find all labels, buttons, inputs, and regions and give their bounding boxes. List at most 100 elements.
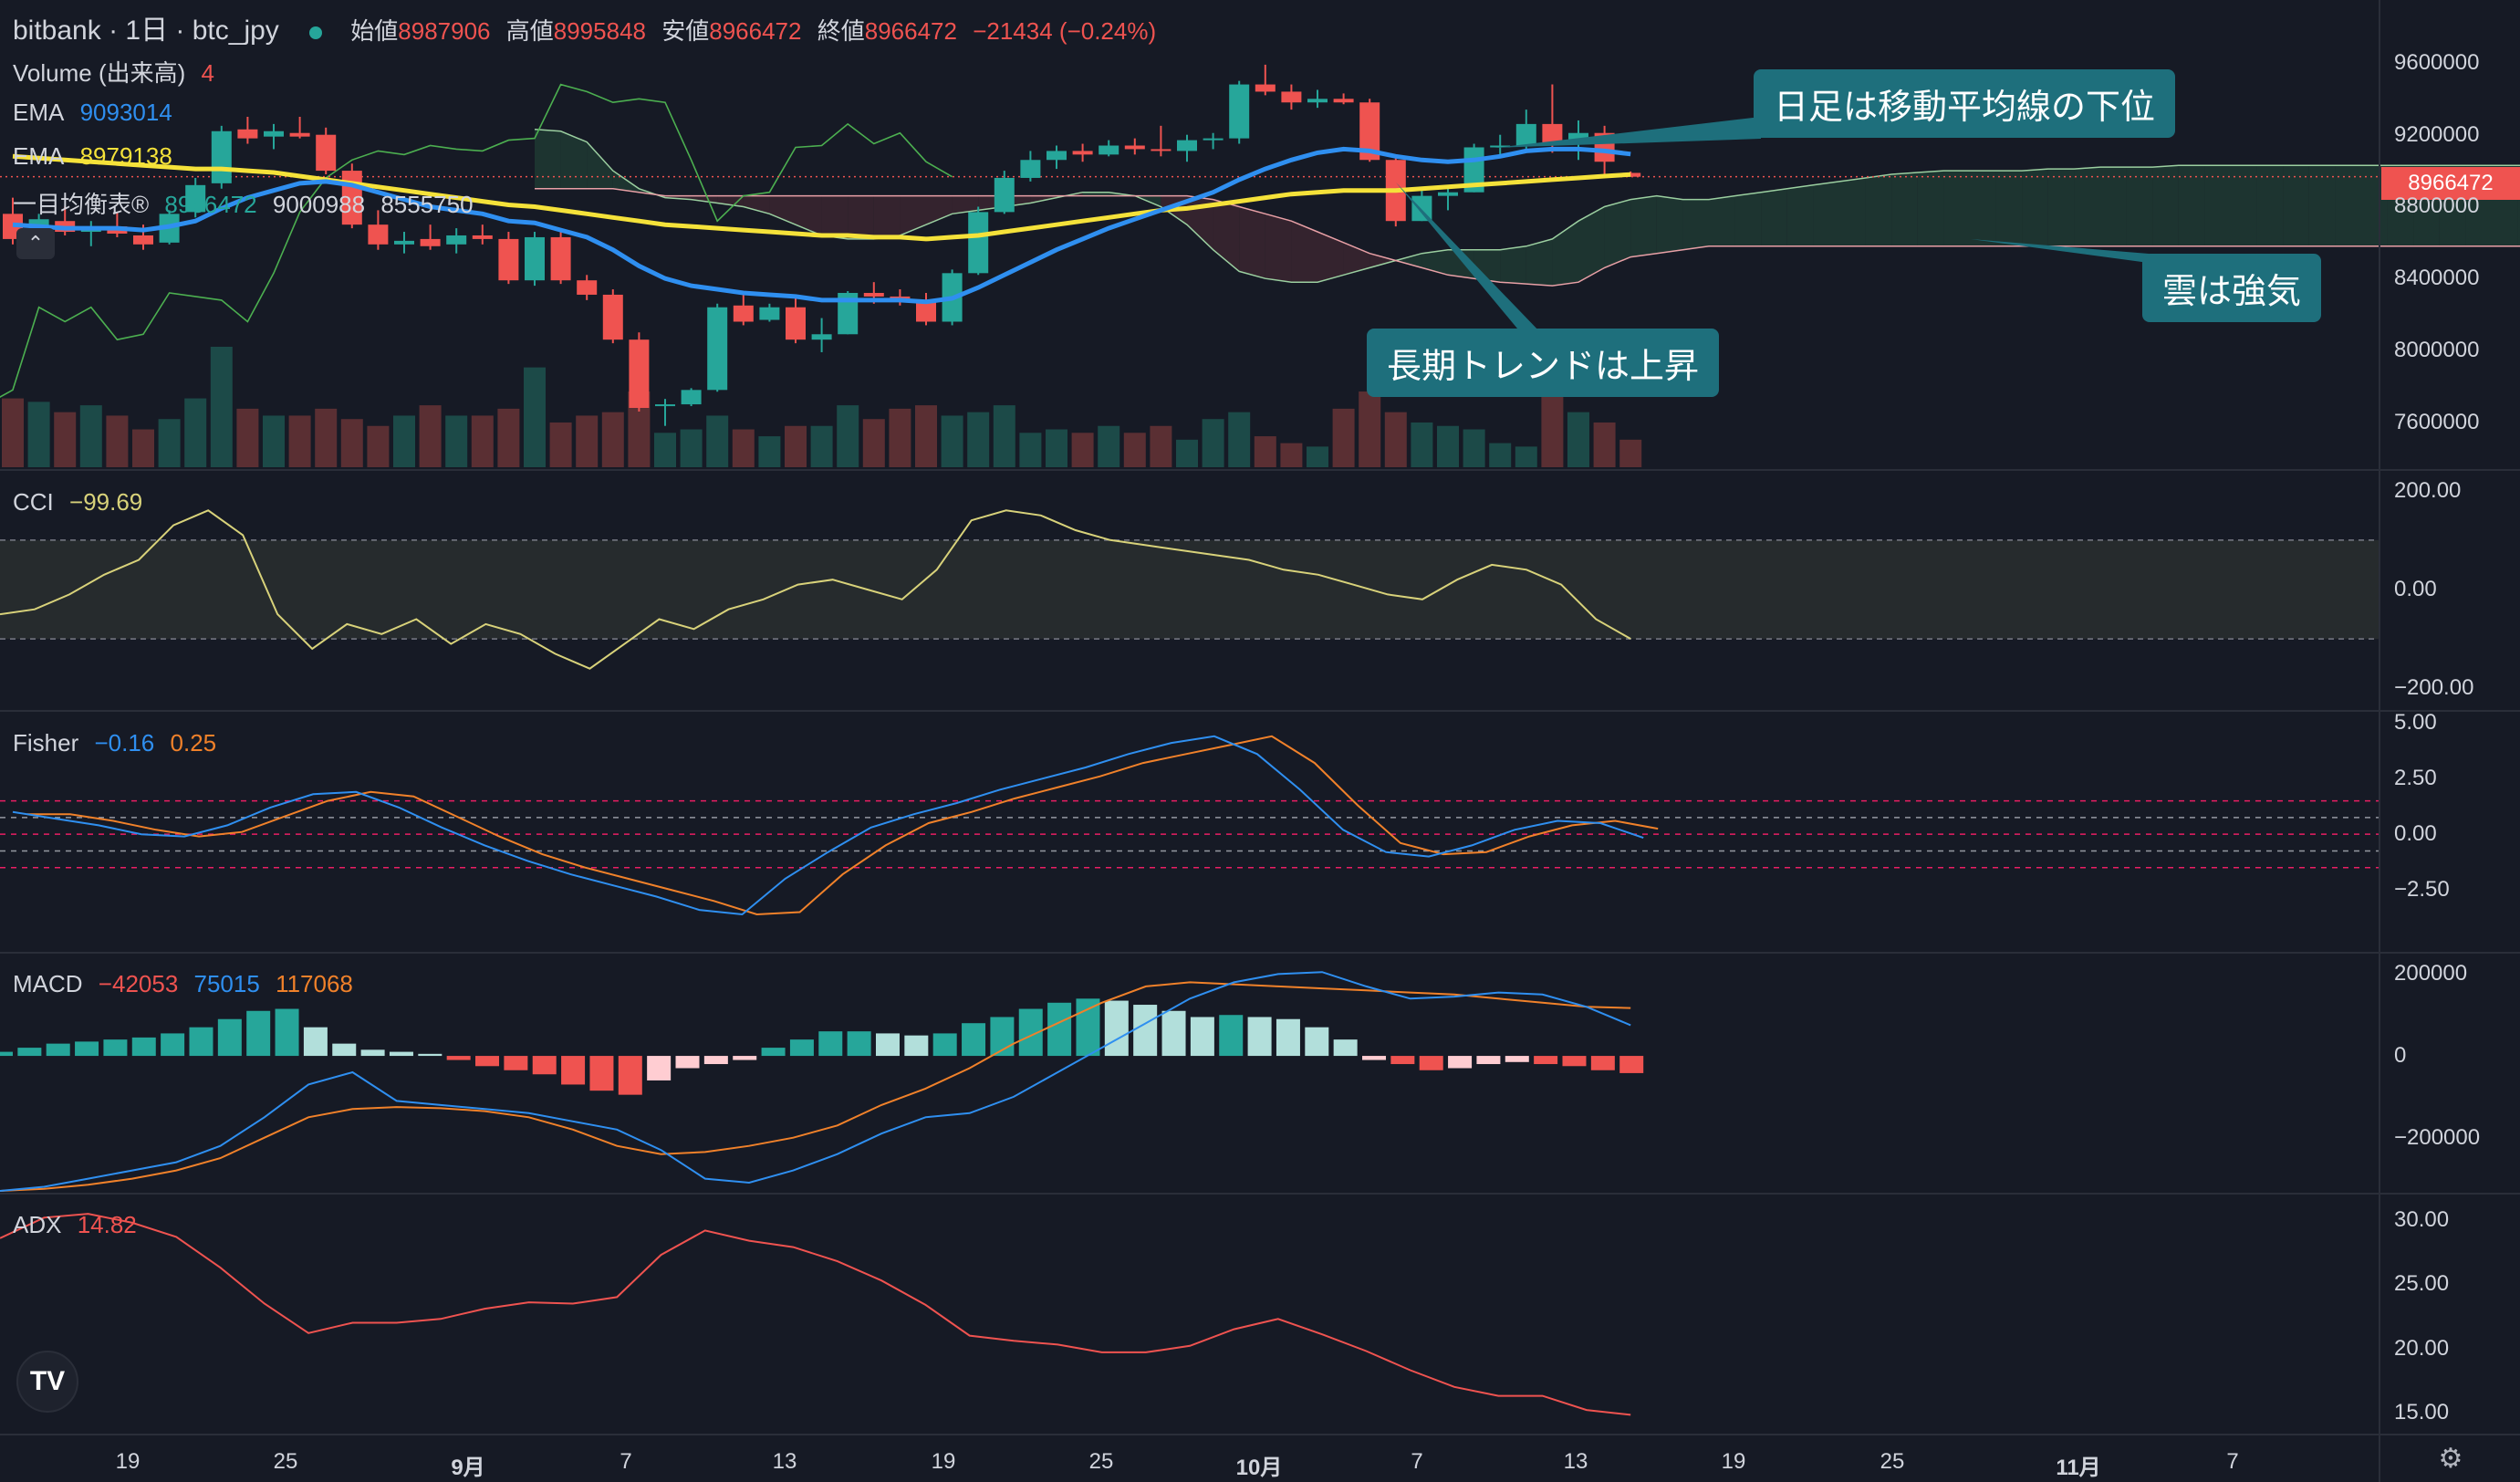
- fisher-trigger-value: 0.25: [170, 729, 217, 757]
- ichimoku-cloud-segment: [1421, 249, 1448, 276]
- y-tick-label: 9200000: [2394, 121, 2480, 147]
- volume-bar: [549, 422, 572, 467]
- macd-histogram-bar: [389, 1051, 413, 1057]
- volume-bar: [1280, 443, 1303, 467]
- candle-body: [1333, 99, 1354, 103]
- macd-histogram-bar: [1419, 1056, 1443, 1070]
- callout-cloud-strong: 雲は強気: [2142, 254, 2322, 322]
- y-tick-label: 0.00: [2394, 821, 2437, 847]
- macd-histogram-bar: [1362, 1056, 1387, 1060]
- ema-slow-legend[interactable]: EMA 8979138: [13, 142, 182, 171]
- ichimoku-cloud-segment: [1578, 206, 1605, 283]
- ichimoku-cloud-segment: [2126, 167, 2153, 246]
- ichimoku-cloud-segment: [2178, 165, 2205, 246]
- volume-bar: [732, 429, 755, 467]
- macd-histogram-bar: [647, 1056, 672, 1080]
- candle-body: [1124, 145, 1145, 150]
- pane-separator[interactable]: [0, 1193, 2520, 1195]
- y-tick-label: 2.50: [2394, 766, 2437, 791]
- volume-bar: [210, 347, 233, 467]
- candle-body: [472, 235, 493, 239]
- tradingview-logo-icon[interactable]: TV: [16, 1351, 78, 1413]
- volume-bar: [1463, 429, 1485, 467]
- pane-separator[interactable]: [0, 1434, 2520, 1435]
- x-tick-label: 25: [1088, 1449, 1114, 1474]
- candle-body: [655, 404, 675, 407]
- low-value: 8966472: [709, 17, 802, 45]
- ema-fast-legend[interactable]: EMA 9093014: [13, 99, 182, 127]
- macd-signal-line: [0, 981, 1631, 1192]
- macd-histogram-bar: [475, 1056, 500, 1067]
- ichimoku-cloud-segment: [2204, 165, 2231, 246]
- adx-legend[interactable]: ADX 14.82: [13, 1211, 146, 1239]
- ema-slow-label: EMA: [13, 142, 65, 170]
- pane-separator[interactable]: [0, 469, 2520, 471]
- ichimoku-cloud-segment: [2100, 167, 2127, 246]
- macd-histogram-bar: [332, 1043, 357, 1057]
- volume-bar: [915, 405, 937, 467]
- volume-bar: [862, 419, 885, 467]
- candle-body: [602, 294, 623, 340]
- ichimoku-legend[interactable]: 一目均衡表® 8966472 9000988 8555750: [13, 186, 483, 220]
- high-value: 8995848: [553, 17, 646, 45]
- macd-histogram-bar: [675, 1056, 700, 1069]
- macd-histogram-bar: [733, 1056, 757, 1060]
- volume-bar: [1202, 419, 1224, 467]
- low-label: 安値: [661, 17, 710, 45]
- macd-legend[interactable]: MACD −42053 75015 117068: [13, 970, 362, 998]
- candle-body: [1229, 84, 1250, 139]
- ichimoku-cloud-segment: [1369, 253, 1396, 268]
- y-tick-label: 8800000: [2394, 193, 2480, 219]
- callout-pointer: [1971, 239, 2149, 263]
- volume-bar: [471, 415, 494, 467]
- symbol-header[interactable]: bitbank · 1日 · btc_jpy 始値8987906 高値89958…: [13, 7, 1165, 47]
- gear-icon[interactable]: ⚙: [2438, 1443, 2463, 1474]
- symbol-title[interactable]: bitbank · 1日 · btc_jpy: [13, 16, 279, 46]
- ichimoku-cloud-segment: [900, 195, 926, 235]
- macd-signal-value: 117068: [276, 970, 353, 997]
- fisher-legend[interactable]: Fisher −0.16 0.25: [13, 729, 225, 757]
- candle-body: [133, 235, 153, 245]
- volume-bar: [993, 405, 1015, 467]
- ema-fast-value: 9093014: [79, 99, 172, 126]
- volume-bar: [785, 425, 807, 467]
- fisher-trigger-line: [27, 735, 1659, 916]
- chevron-up-icon[interactable]: ⌃: [16, 228, 55, 259]
- volume-legend[interactable]: Volume (出来高) 4: [13, 55, 224, 89]
- macd-histogram-bar: [0, 1051, 13, 1057]
- macd-histogram-bar: [1276, 1018, 1300, 1057]
- candle-body: [786, 307, 806, 340]
- candle-body: [1359, 102, 1380, 161]
- ichimoku-cloud-segment: [560, 130, 588, 189]
- ichimoku-cloud-segment: [1970, 171, 1996, 246]
- ichimoku-cloud-segment: [1552, 221, 1578, 287]
- ichimoku-cloud-segment: [1656, 195, 1683, 254]
- volume-bar: [1411, 422, 1433, 467]
- last-price-tag: 8966472: [2381, 167, 2520, 200]
- ichimoku-cloud-segment: [2152, 165, 2179, 246]
- macd-histogram-bar: [46, 1043, 70, 1057]
- pane-separator[interactable]: [0, 952, 2520, 954]
- cci-line: [0, 509, 1631, 670]
- volume-bar: [576, 415, 599, 467]
- cci-legend[interactable]: CCI −99.69: [13, 488, 151, 517]
- open-label: 始値: [350, 17, 399, 45]
- candle-body: [1151, 149, 1171, 151]
- candle-body: [237, 129, 258, 139]
- candle-body: [759, 307, 780, 320]
- volume-bar: [1515, 446, 1537, 467]
- macd-histogram-bar: [532, 1056, 557, 1075]
- macd-histogram-bar: [446, 1056, 471, 1060]
- callout-pointer: [1494, 117, 1761, 148]
- volume-bar: [367, 425, 390, 467]
- macd-histogram-bar: [962, 1023, 986, 1057]
- volume-bar: [1176, 439, 1198, 467]
- macd-histogram-bar: [1076, 998, 1100, 1057]
- ichimoku-cloud-segment: [1839, 177, 1866, 246]
- pane-separator[interactable]: [0, 710, 2520, 712]
- high-label: 高値: [505, 17, 554, 45]
- macd-histogram-bar: [1047, 1002, 1072, 1057]
- macd-histogram-bar: [875, 1033, 900, 1057]
